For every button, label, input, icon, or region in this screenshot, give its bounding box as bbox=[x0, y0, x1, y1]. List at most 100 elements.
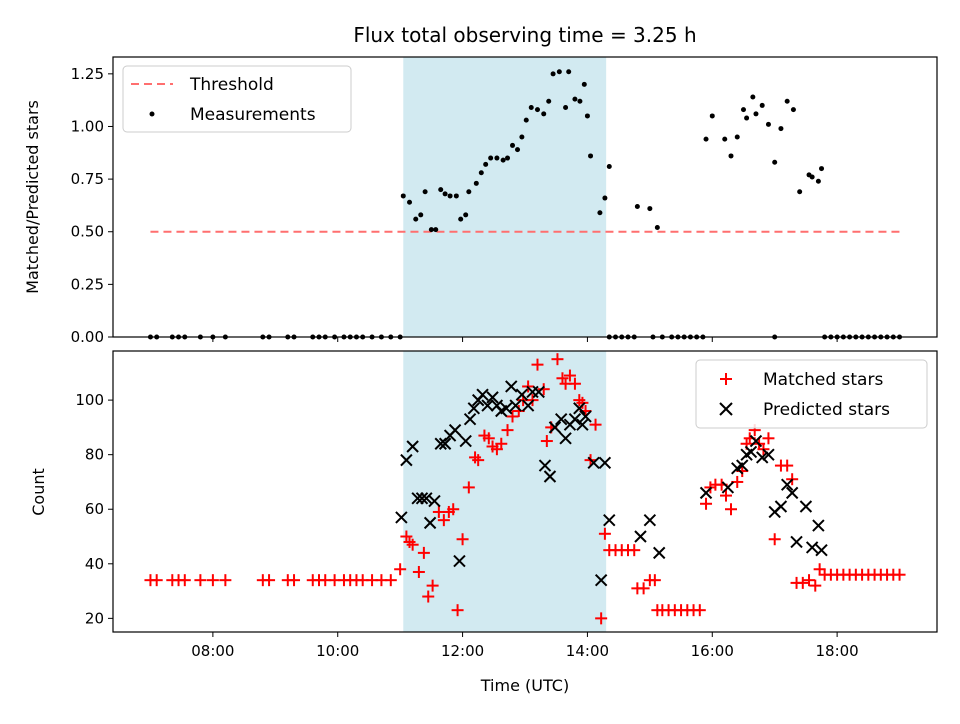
measurement-points bbox=[147, 69, 903, 340]
predicted-star-points bbox=[395, 380, 828, 587]
measurement-point bbox=[577, 98, 583, 104]
measurement-point bbox=[778, 126, 784, 132]
predicted-star-point bbox=[598, 456, 612, 470]
matched-star-point bbox=[472, 454, 485, 467]
predicted-star-point bbox=[587, 456, 600, 470]
predicted-star-point bbox=[448, 423, 462, 437]
measurement-point bbox=[519, 134, 525, 140]
bottom-y-ticks: 20 40 60 80 100 bbox=[75, 391, 113, 627]
x-tick-label: 16:00 bbox=[691, 642, 734, 660]
matched-star-point bbox=[537, 383, 550, 396]
matched-star-points bbox=[144, 353, 906, 625]
measurement-point bbox=[428, 227, 434, 233]
measurement-point bbox=[734, 134, 740, 140]
matched-star-point bbox=[595, 612, 608, 625]
measurement-point bbox=[515, 147, 521, 153]
predicted-star-point bbox=[423, 516, 437, 530]
matched-star-point bbox=[796, 576, 809, 589]
matched-star-point bbox=[288, 574, 301, 587]
measurement-point bbox=[765, 121, 771, 127]
predicted-star-point bbox=[486, 391, 499, 404]
predicted-star-point bbox=[428, 494, 441, 508]
predicted-star-point bbox=[548, 421, 562, 434]
matched-star-point bbox=[456, 533, 469, 546]
predicted-star-point bbox=[543, 470, 557, 483]
matched-star-point bbox=[422, 590, 435, 603]
matched-star-point bbox=[809, 579, 822, 592]
matched-star-point bbox=[589, 418, 602, 431]
x-axis-label: Time (UTC) bbox=[480, 676, 569, 695]
measurement-point bbox=[728, 153, 734, 159]
predicted-star-point bbox=[406, 440, 419, 453]
matched-star-point bbox=[637, 582, 650, 595]
measurement-point bbox=[819, 166, 825, 172]
top-legend-frame bbox=[122, 65, 352, 133]
bottom-shaded-region bbox=[403, 351, 607, 632]
matched-star-point bbox=[150, 574, 163, 587]
matched-star-point bbox=[263, 574, 276, 587]
measurement-point bbox=[422, 189, 428, 195]
measurement-point bbox=[750, 94, 756, 100]
predicted-star-point bbox=[749, 434, 763, 448]
measurement-point bbox=[597, 210, 603, 216]
matched-star-point bbox=[451, 604, 464, 617]
measurement-point bbox=[722, 136, 728, 142]
measurement-point bbox=[784, 98, 790, 104]
predicted-star-point bbox=[799, 500, 813, 513]
x-tick-label: 10:00 bbox=[316, 642, 359, 660]
y-tick-label: 0.25 bbox=[71, 275, 104, 293]
measurement-point bbox=[759, 102, 765, 108]
predicted-star-point bbox=[459, 434, 472, 448]
measurement-point bbox=[566, 69, 572, 75]
bottom-axes-frame bbox=[112, 350, 938, 633]
measurement-point bbox=[703, 136, 709, 142]
predicted-star-point bbox=[395, 511, 408, 524]
predicted-star-point bbox=[532, 385, 545, 399]
predicted-star-point bbox=[453, 554, 466, 568]
matched-star-point bbox=[540, 435, 553, 448]
predicted-star-point bbox=[400, 453, 413, 467]
bottom-panel: 20 40 60 80 100 08:00 10:00 12:00 14:00 16:00 18:… bbox=[29, 350, 938, 695]
predicted-star-point bbox=[500, 402, 513, 415]
measurement-point bbox=[634, 203, 640, 209]
measurement-point bbox=[407, 199, 413, 205]
measurement-point bbox=[797, 189, 803, 195]
measurement-point bbox=[413, 216, 419, 222]
matched-star-point bbox=[394, 563, 407, 576]
measurement-point bbox=[744, 115, 750, 121]
measurement-point bbox=[546, 98, 552, 104]
predicted-star-point bbox=[438, 437, 452, 450]
bottom-legend-frame bbox=[695, 359, 928, 429]
predicted-star-point bbox=[509, 399, 522, 412]
predicted-star-point bbox=[634, 530, 647, 543]
matched-star-point bbox=[781, 459, 794, 472]
measurement-point bbox=[523, 117, 529, 123]
predicted-star-point bbox=[521, 399, 535, 412]
matched-star-point bbox=[531, 358, 544, 371]
predicted-star-point bbox=[699, 486, 713, 500]
matched-star-point bbox=[762, 432, 775, 445]
measurement-point bbox=[709, 113, 715, 119]
predicted-star-point bbox=[721, 481, 735, 494]
y-tick-label: 1.25 bbox=[71, 65, 104, 83]
measurement-point bbox=[581, 81, 587, 87]
predicted-star-point bbox=[568, 412, 582, 426]
measurement-point bbox=[505, 155, 511, 161]
measurement-point bbox=[418, 212, 424, 218]
matched-star-point bbox=[551, 353, 564, 366]
measurement-point bbox=[815, 178, 821, 184]
measurement-point bbox=[500, 157, 506, 163]
measurement-point bbox=[433, 227, 439, 233]
legend-predicted-swatch bbox=[719, 402, 733, 416]
measurement-point bbox=[572, 96, 578, 102]
matched-star-point bbox=[482, 432, 495, 445]
y-tick-label: 40 bbox=[85, 555, 104, 573]
predicted-star-point bbox=[463, 412, 477, 426]
predicted-star-point bbox=[790, 535, 803, 549]
y-tick-label: 0.75 bbox=[71, 170, 104, 188]
predicted-star-point bbox=[744, 445, 758, 459]
measurement-point bbox=[740, 107, 746, 113]
measurement-point bbox=[453, 193, 459, 199]
measurement-point bbox=[606, 163, 612, 169]
x-tick-label: 18:00 bbox=[816, 642, 859, 660]
